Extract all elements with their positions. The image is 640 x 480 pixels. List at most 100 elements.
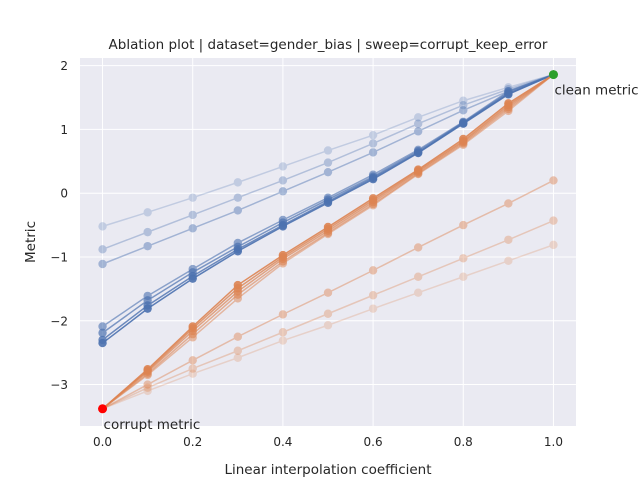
x-tick-label: 0.6 [364,435,383,449]
data-point [278,222,288,231]
reference-marker [98,404,108,414]
data-point [278,259,288,268]
data-point [233,353,243,362]
data-point [98,222,107,231]
y-tick-label: −2 [50,314,68,328]
data-point [98,245,107,254]
data-point [278,328,288,337]
data-point [278,187,288,196]
series-group [98,70,558,413]
series-line [102,73,554,228]
data-point [143,227,152,237]
y-tick-label: 2 [60,59,68,73]
series-13 [98,216,558,413]
y-tick-labels: −3 −2 −1 0 1 2 [50,59,68,392]
x-tick-label: 0.2 [183,435,202,449]
data-point [233,193,243,202]
x-tick-label: 1.0 [544,435,563,449]
data-point [459,272,468,281]
data-point [459,254,468,263]
data-point [143,383,152,392]
data-point [143,370,152,380]
series-0 [98,70,558,231]
data-point [188,224,197,233]
data-point [143,241,152,251]
data-point [549,240,558,250]
data-point [368,266,378,275]
data-point [98,328,107,338]
x-tick-label: 0.4 [273,435,292,449]
x-tick-labels: 0.0 0.2 0.4 0.6 0.8 1.0 [93,435,563,449]
x-tick-label: 0.0 [93,435,112,449]
data-point [368,148,378,157]
data-point [143,208,152,217]
marker-annotation: corrupt metric [104,417,201,433]
data-point [188,274,197,283]
data-point [459,100,468,110]
series-line [102,179,554,410]
data-point [504,235,513,244]
data-point [233,346,243,355]
data-point [323,158,333,167]
data-point [413,288,423,297]
data-point [368,201,378,210]
data-point [368,174,378,184]
data-point [98,322,107,331]
y-axis-label: Metric [23,221,39,263]
data-point [459,106,468,115]
data-point [459,119,468,128]
data-point [323,167,333,177]
data-point [459,96,468,105]
data-point [233,294,243,303]
y-tick-label: −1 [50,250,68,264]
data-point [323,321,333,330]
data-point [323,146,333,155]
data-point [323,288,333,297]
data-point [368,139,378,148]
x-axis-label: Linear interpolation coefficient [224,462,431,478]
data-point [459,140,468,149]
data-point [549,176,558,185]
y-tick-label: 0 [60,187,68,201]
data-point [504,90,513,99]
reference-marker [548,70,558,80]
data-point [504,256,513,266]
data-point [413,148,423,158]
chart-title: Ablation plot | dataset=gender_bias | sw… [109,37,548,53]
data-point [323,309,333,318]
data-point [278,162,288,171]
data-point [413,119,423,128]
data-point [233,247,243,256]
y-tick-label: −3 [50,378,68,392]
data-point [233,332,243,341]
data-point [323,229,333,239]
data-point [188,193,197,202]
data-point [413,127,423,136]
marker-annotation: clean metric [554,83,638,99]
data-point [504,106,513,116]
data-point [188,369,197,378]
data-point [98,338,107,348]
data-point [323,198,333,207]
data-point [413,113,423,122]
y-tick-label: 1 [60,123,68,137]
data-point [504,199,513,208]
data-point [188,364,197,373]
data-point [413,243,423,252]
data-point [368,291,378,300]
series-line [102,73,554,265]
data-point [459,220,468,230]
data-point [233,178,243,187]
data-point [549,216,558,225]
data-point [188,210,197,220]
data-point [413,169,423,179]
data-point [143,386,152,396]
data-point [188,333,197,342]
series-line [102,219,554,410]
markers-group: clean metric corrupt metric [98,70,639,433]
data-point [368,304,378,313]
series-6 [98,70,558,348]
data-point [278,310,288,319]
series-line [102,244,554,410]
